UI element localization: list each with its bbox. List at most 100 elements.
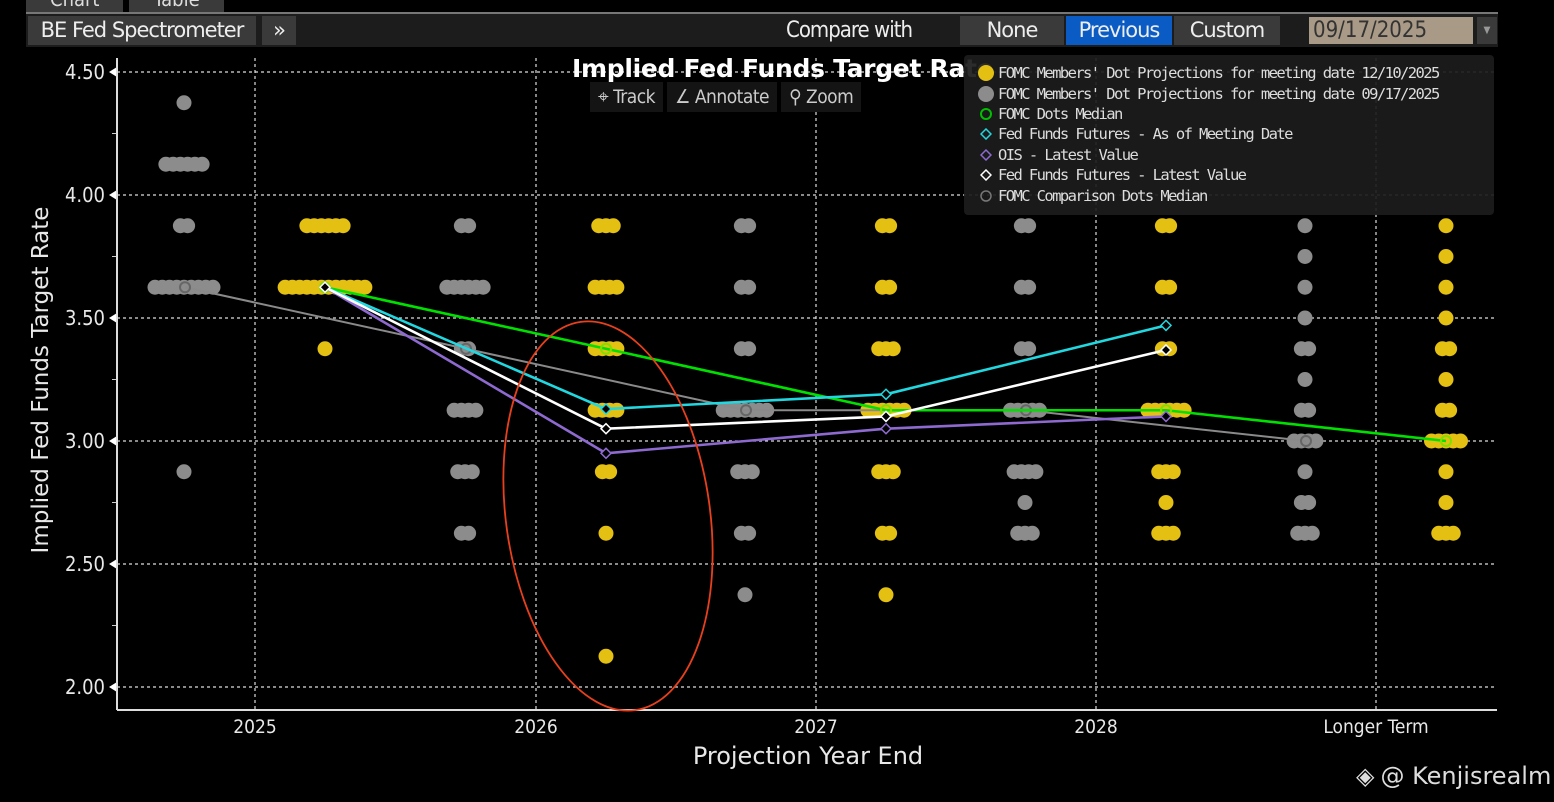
pencil-icon: ∠ bbox=[675, 86, 695, 108]
divider bbox=[26, 12, 1498, 14]
dot-previous bbox=[741, 525, 757, 541]
date-dropdown-icon[interactable]: ▼ bbox=[1477, 17, 1497, 44]
dot-previous bbox=[1301, 341, 1317, 357]
tab-table[interactable]: Table bbox=[129, 0, 224, 12]
dot-previous bbox=[475, 279, 491, 295]
dot-current bbox=[598, 525, 614, 541]
series-marker bbox=[879, 410, 893, 423]
dot-current bbox=[609, 279, 625, 295]
series-line bbox=[324, 286, 1167, 455]
zoom-button[interactable]: ⚲ Zoom bbox=[781, 82, 862, 112]
x-tick-label: 2026 bbox=[514, 716, 558, 738]
series-marker bbox=[599, 422, 613, 435]
legend-item[interactable]: Fed Funds Futures - As of Meeting Date bbox=[974, 124, 1494, 144]
dot-previous bbox=[1308, 433, 1324, 449]
dot-current bbox=[317, 341, 333, 357]
dot-current bbox=[598, 648, 614, 664]
legend-item[interactable]: OIS - Latest Value bbox=[974, 145, 1494, 165]
view-tabs: Chart Table bbox=[26, 0, 224, 12]
dot-current bbox=[1453, 433, 1468, 449]
legend-item[interactable]: FOMC Members' Dot Projections for meetin… bbox=[974, 63, 1494, 83]
dot-current bbox=[1438, 495, 1454, 510]
dot-previous bbox=[205, 279, 221, 295]
dot-current bbox=[882, 279, 898, 295]
dot-current bbox=[1165, 464, 1181, 480]
dot-previous bbox=[1297, 310, 1313, 326]
y-tick-label: 3.50 bbox=[65, 306, 105, 330]
crosshair-icon: ⌖ bbox=[598, 86, 614, 108]
annotation-ellipse bbox=[502, 320, 714, 712]
y-tick-arrow bbox=[109, 67, 117, 77]
compare-custom-button[interactable]: Custom bbox=[1174, 16, 1280, 45]
binance-logo-icon: ◈ bbox=[1356, 762, 1375, 790]
annotate-button[interactable]: ∠ Annotate bbox=[667, 82, 778, 112]
legend-item[interactable]: FOMC Members' Dot Projections for meetin… bbox=[974, 83, 1494, 103]
dot-previous bbox=[176, 95, 192, 111]
legend-item[interactable]: FOMC Comparison Dots Median bbox=[974, 185, 1494, 205]
dot-previous bbox=[1301, 495, 1317, 510]
compare-previous-button[interactable]: Previous bbox=[1066, 16, 1172, 45]
watermark: ◈ @ Kenjisrealm bbox=[1356, 762, 1552, 790]
x-tick-label: 2025 bbox=[233, 716, 277, 738]
magnifier-icon: ⚲ bbox=[789, 86, 807, 108]
y-tick-label: 3.00 bbox=[65, 429, 105, 453]
legend-item[interactable]: Fed Funds Futures - Latest Value bbox=[974, 165, 1494, 185]
y-tick-label: 2.00 bbox=[65, 675, 105, 699]
dot-previous bbox=[1297, 464, 1313, 480]
dot-current bbox=[878, 587, 894, 603]
compare-none-button[interactable]: None bbox=[960, 16, 1064, 45]
dot-current bbox=[1438, 218, 1454, 234]
dot-current bbox=[1158, 495, 1174, 510]
dot-current bbox=[1438, 279, 1454, 295]
dot-previous bbox=[461, 525, 477, 541]
toolbar: BE Fed Spectrometer » Compare with None … bbox=[26, 14, 1498, 47]
series-marker bbox=[599, 447, 613, 460]
series-marker bbox=[1300, 435, 1312, 447]
y-axis-label: Implied Fed Funds Target Rate bbox=[28, 207, 54, 554]
dot-current bbox=[605, 218, 621, 234]
dot-current bbox=[1162, 218, 1178, 234]
expand-button[interactable]: » bbox=[262, 16, 296, 45]
compare-date-field[interactable]: 09/17/2025 bbox=[1309, 17, 1473, 44]
dot-current bbox=[1162, 279, 1178, 295]
app-title-button[interactable]: BE Fed Spectrometer bbox=[28, 16, 256, 45]
dot-current bbox=[1438, 249, 1454, 264]
dot-current bbox=[1442, 341, 1458, 357]
y-tick-label: 4.50 bbox=[65, 60, 105, 84]
dot-previous bbox=[194, 156, 210, 172]
dot-current bbox=[1438, 372, 1454, 387]
compare-label: Compare with bbox=[786, 18, 913, 43]
dot-previous bbox=[1017, 495, 1033, 510]
track-button[interactable]: ⌖ Track bbox=[590, 82, 664, 112]
series-line bbox=[324, 286, 1167, 411]
dot-previous bbox=[1021, 279, 1037, 295]
dot-previous bbox=[176, 464, 192, 480]
tab-chart[interactable]: Chart bbox=[26, 0, 124, 12]
x-axis-label: Projection Year End bbox=[693, 742, 923, 770]
dot-current bbox=[885, 341, 901, 357]
dot-current bbox=[1445, 525, 1461, 541]
dot-previous bbox=[1024, 525, 1040, 541]
double-chevron-right-icon: » bbox=[273, 18, 286, 42]
legend-item[interactable]: FOMC Dots Median bbox=[974, 104, 1494, 124]
dot-previous bbox=[1021, 341, 1037, 357]
series-marker bbox=[179, 281, 191, 294]
dot-current bbox=[882, 218, 898, 234]
y-tick-arrow bbox=[109, 436, 117, 446]
dot-previous bbox=[1297, 249, 1313, 264]
dot-previous bbox=[1297, 218, 1313, 234]
dot-previous bbox=[1297, 372, 1313, 387]
dot-previous bbox=[464, 464, 480, 480]
x-tick-label: 2028 bbox=[1074, 716, 1118, 738]
dot-current bbox=[1442, 402, 1458, 418]
legend: FOMC Members' Dot Projections for meetin… bbox=[964, 55, 1494, 215]
dot-current bbox=[882, 525, 898, 541]
dot-previous bbox=[1304, 525, 1320, 541]
dot-current bbox=[1165, 525, 1181, 541]
series-marker bbox=[1159, 343, 1173, 357]
dot-current bbox=[1438, 464, 1454, 480]
series-marker bbox=[1159, 319, 1173, 332]
dot-current bbox=[1176, 402, 1192, 418]
series-marker bbox=[740, 404, 752, 417]
